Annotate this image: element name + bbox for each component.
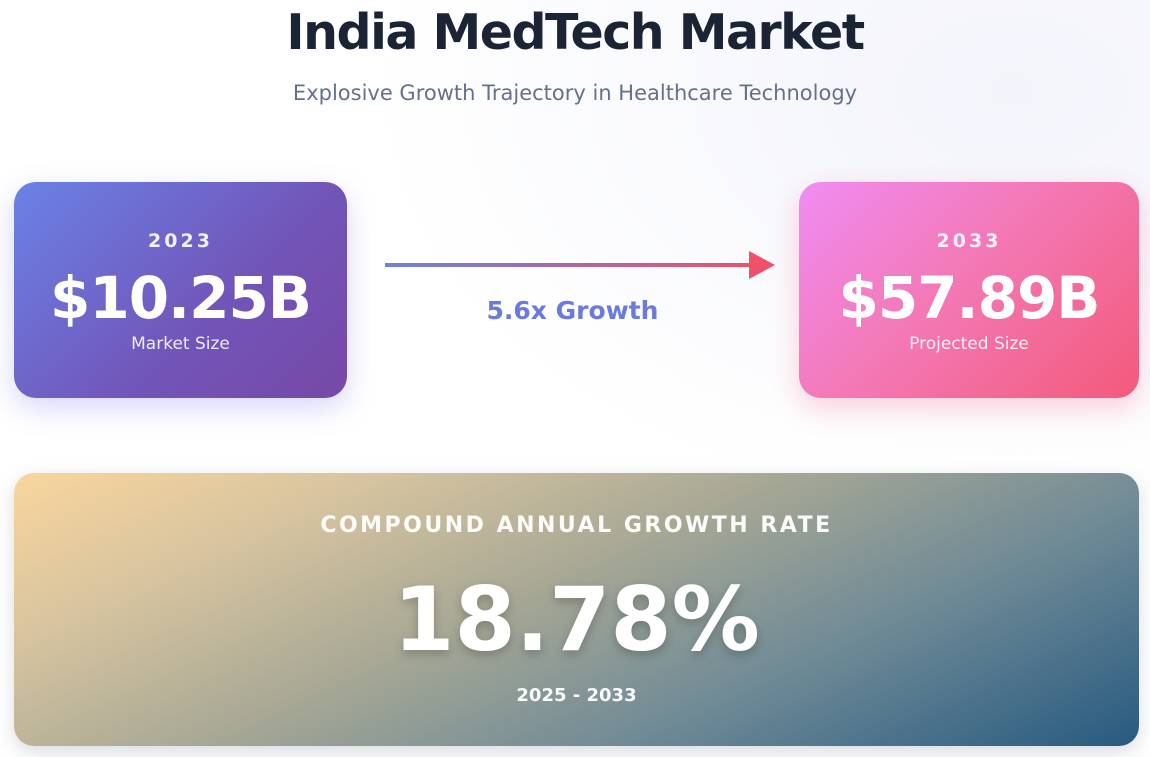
cagr-period: 2025 - 2033 — [516, 685, 637, 706]
arrow-head — [749, 251, 775, 279]
projected-year: 2033 — [936, 230, 1002, 252]
growth-arrow-icon — [385, 251, 775, 279]
current-year: 2023 — [148, 230, 213, 252]
cagr-panel: COMPOUND ANNUAL GROWTH RATE 18.78% 2025 … — [14, 473, 1139, 746]
page-subtitle: Explosive Growth Trajectory in Healthcar… — [292, 81, 858, 105]
projected-market-card: 2033 $57.89B Projected Size — [799, 182, 1139, 398]
page-title: India MedTech Market — [286, 4, 865, 61]
current-market-card: 2023 $10.25B Market Size — [14, 182, 347, 398]
arrow-shaft — [385, 263, 753, 267]
growth-multiplier: 5.6x Growth — [486, 296, 659, 325]
current-value: $10.25B — [49, 264, 312, 332]
projected-label: Projected Size — [909, 334, 1029, 354]
projected-value: $57.89B — [838, 264, 1100, 332]
cagr-value: 18.78% — [393, 568, 760, 671]
cagr-heading: COMPOUND ANNUAL GROWTH RATE — [320, 513, 833, 538]
current-label: Market Size — [131, 334, 230, 354]
